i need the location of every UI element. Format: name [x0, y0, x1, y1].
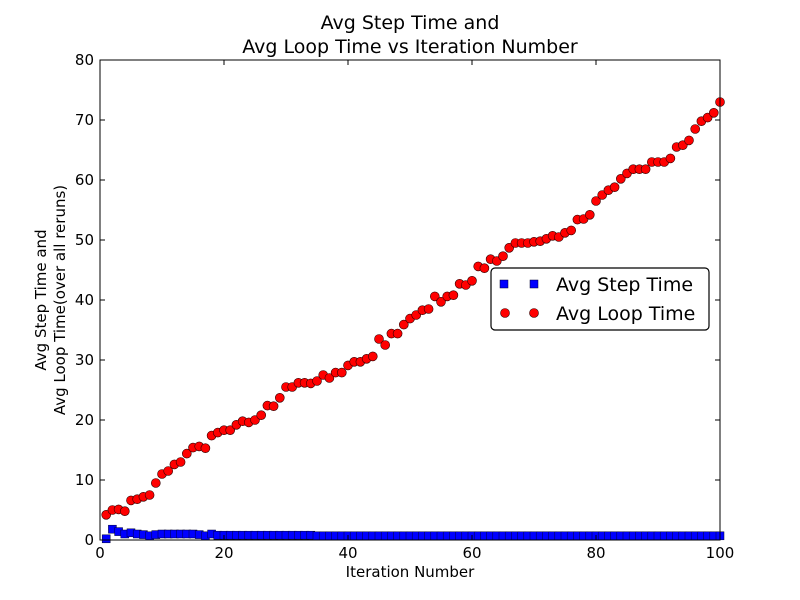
loop-time-point: [324, 373, 335, 383]
loop-time-point: [175, 457, 186, 467]
legend-label-loop: Avg Loop Time: [556, 303, 695, 325]
series-avg-loop-time: [101, 97, 725, 520]
y-tick-label: 40: [75, 291, 94, 309]
loop-time-point: [336, 367, 347, 378]
loop-time-point: [684, 135, 694, 146]
loop-time-point: [609, 182, 620, 192]
x-tick-label: 20: [214, 544, 233, 562]
loop-time-point: [151, 478, 161, 488]
loop-time-point: [640, 164, 651, 174]
legend-label-step: Avg Step Time: [556, 274, 693, 296]
loop-time-point: [584, 210, 595, 220]
loop-time-point: [312, 376, 322, 386]
x-tick-label: 60: [462, 544, 481, 562]
loop-time-point: [479, 263, 490, 274]
legend-marker-square-left: [499, 279, 509, 289]
y-axis-label-line-1: Avg Step Time and: [32, 229, 50, 370]
legend-marker-circle-right: [529, 308, 539, 318]
step-time-point: [101, 534, 111, 544]
loop-time-point: [374, 334, 384, 344]
loop-time-point: [429, 291, 440, 302]
loop-time-point: [423, 304, 434, 314]
legend-entry-loop: Avg Loop Time: [500, 303, 695, 325]
legend-marker-circle-left: [500, 308, 510, 318]
axis-ticks: 0 20 40 60 80 100 0 10 20 30 40 50 60 70 80: [75, 51, 734, 562]
loop-time-point: [448, 290, 459, 301]
legend-entry-step: Avg Step Time: [499, 274, 693, 296]
x-tick-label: 80: [586, 544, 605, 562]
loop-time-point: [225, 425, 235, 436]
loop-time-point: [436, 296, 446, 307]
loop-time-point: [566, 225, 577, 236]
chart-title-line-2: Avg Loop Time vs Iteration Number: [242, 36, 578, 58]
x-tick-label: 0: [95, 544, 105, 562]
x-tick-label: 100: [706, 544, 735, 562]
loop-time-point: [690, 124, 701, 134]
loop-time-point: [380, 340, 391, 350]
loop-time-point: [708, 108, 719, 118]
loop-time-point: [467, 275, 477, 286]
y-tick-label: 0: [84, 531, 94, 549]
y-axis-label-line-2: Avg Loop Time(over all reruns): [51, 185, 69, 415]
legend-marker-square-right: [529, 279, 539, 289]
loop-time-point: [498, 251, 508, 262]
legend: Avg Step Time Avg Loop Time: [490, 267, 710, 331]
loop-time-point: [398, 319, 409, 330]
loop-time-point: [256, 410, 267, 421]
y-tick-label: 50: [75, 231, 94, 249]
loop-time-point: [665, 153, 676, 164]
loop-time-point: [144, 490, 155, 500]
y-tick-label: 30: [75, 351, 94, 369]
x-axis-label: Iteration Number: [346, 563, 475, 581]
loop-time-point: [392, 328, 403, 339]
loop-time-point: [182, 448, 192, 459]
chart-title-line-1: Avg Step Time and: [321, 12, 500, 34]
loop-time-point: [274, 392, 285, 403]
loop-time-point: [268, 401, 279, 412]
loop-time-point: [615, 174, 626, 184]
y-tick-label: 10: [75, 471, 94, 489]
loop-time-point: [120, 506, 130, 517]
series-avg-step-time: [101, 524, 725, 544]
legend-box: [490, 267, 710, 331]
loop-time-point: [200, 443, 211, 454]
loop-time-point: [367, 351, 378, 362]
marks-layer: [101, 97, 725, 544]
y-tick-label: 70: [75, 111, 94, 129]
y-tick-label: 60: [75, 171, 94, 189]
loop-time-point: [591, 196, 601, 206]
x-tick-label: 40: [338, 544, 357, 562]
y-tick-label: 20: [75, 411, 94, 429]
y-tick-label: 80: [75, 51, 94, 69]
loop-time-point: [163, 466, 173, 476]
